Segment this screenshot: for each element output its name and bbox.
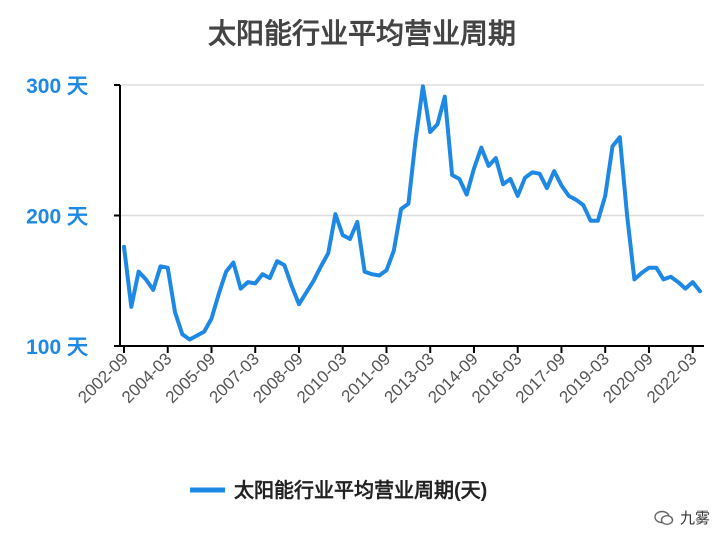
grid-lines (120, 84, 704, 217)
legend[interactable]: 太阳能行业平均营业周期(天) (190, 478, 487, 502)
legend-label: 太阳能行业平均营业周期(天) (234, 478, 487, 502)
series-line (122, 84, 702, 342)
watermark: 九雾 (654, 507, 710, 528)
y-tick-label: 200 天 (26, 206, 89, 229)
chart-title: 太阳能行业平均营业周期 (208, 17, 516, 49)
watermark-text: 九雾 (679, 510, 710, 527)
x-axis-ticks: 2002-092004-032005-092007-032008-092010-… (74, 346, 701, 407)
y-tick-label: 300 天 (26, 75, 89, 98)
wechat-icon (654, 510, 674, 525)
y-tick-label: 100 天 (26, 336, 89, 359)
y-axis-ticks: 100 天 200 天 300 天 (26, 75, 120, 359)
